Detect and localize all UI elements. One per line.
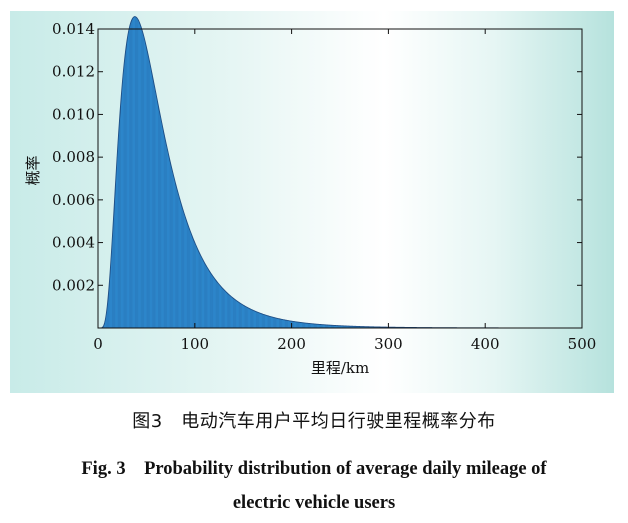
density-area [98, 16, 582, 329]
density-hatch [102, 16, 402, 328]
y-tick-label: 0.014 [52, 20, 95, 38]
x-axis-title: 里程/km [311, 359, 369, 377]
y-tick-label: 0.012 [52, 63, 95, 81]
chart: 0 100 200 300 400 500 0.002 0.004 0.006 0.008 0.01… [24, 16, 596, 377]
figure-caption-english-line2: electric vehicle users [232, 493, 396, 513]
density-area-group [98, 16, 582, 329]
figure-panel: 0 100 200 300 400 500 0.002 0.004 0.006 0.008 0.01… [10, 11, 614, 393]
figure-caption-chinese: 图3 电动汽车用户平均日行驶里程概率分布 [132, 411, 496, 432]
x-tick-label: 100 [180, 335, 209, 353]
y-axis-title: 概率 [24, 155, 42, 185]
ticks-group: 0 100 200 300 400 500 0.002 0.004 0.006 0.008 0.01… [24, 20, 596, 377]
x-tick-label: 400 [471, 335, 500, 353]
y-tick-label: 0.010 [52, 105, 95, 123]
figure-caption-english-line1: Fig. 3 Probability distribution of avera… [81, 459, 547, 479]
y-tick-label: 0.002 [52, 276, 95, 294]
axes-group [97, 28, 583, 329]
x-tick-label: 300 [374, 335, 403, 353]
plot-frame [97, 28, 583, 329]
y-tick-label: 0.008 [52, 148, 95, 166]
x-tick-label: 500 [568, 335, 597, 353]
x-tick-label: 200 [277, 335, 306, 353]
y-tick-label: 0.004 [52, 234, 95, 252]
x-tick-label: 0 [93, 335, 103, 353]
figure-caption-english: Fig. 3 Probability distribution of avera… [0, 452, 628, 520]
y-tick-label: 0.006 [52, 191, 95, 209]
